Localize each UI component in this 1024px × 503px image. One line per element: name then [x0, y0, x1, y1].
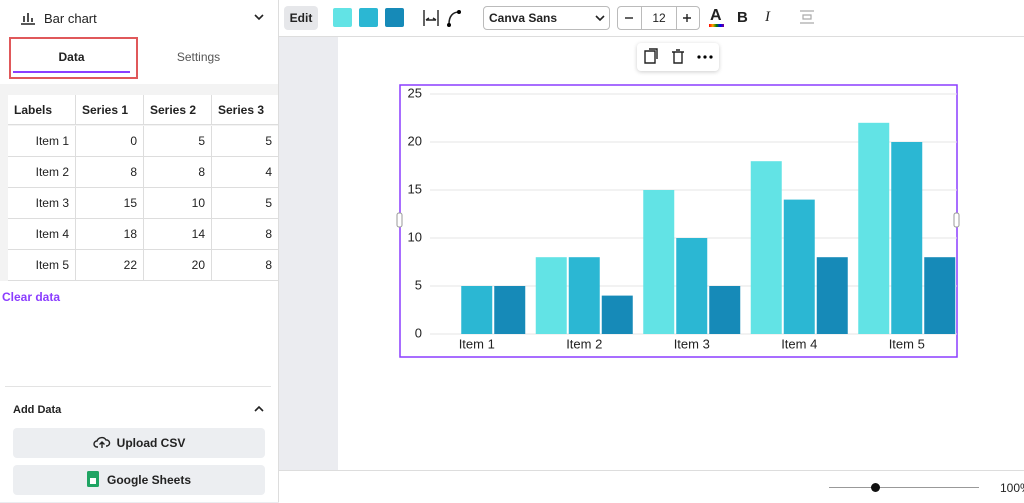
- zoom-level: 100%: [1000, 481, 1024, 495]
- color-swatch[interactable]: [385, 8, 404, 27]
- table-cell: 8: [76, 157, 144, 188]
- y-tick-label: 5: [415, 277, 422, 292]
- table-cell: 8: [212, 250, 279, 281]
- x-tick-label: Item 5: [889, 336, 925, 351]
- font-size: 12: [641, 7, 677, 29]
- y-tick-label: 10: [408, 229, 422, 244]
- plus[interactable]: [682, 13, 692, 23]
- sidebar: Bar chart Data Settings Labels Series 1 Se…: [0, 0, 279, 502]
- icon: [595, 15, 605, 22]
- text-color[interactable]: A: [710, 7, 722, 24]
- dropdown-arrow[interactable]: [253, 12, 265, 22]
- handle[interactable]: [396, 212, 403, 228]
- y-tick-label: 20: [408, 133, 422, 148]
- table-cell: 5: [212, 188, 279, 219]
- font-size-control[interactable]: 12: [617, 6, 700, 30]
- icon: [21, 13, 35, 25]
- upload-csv-button[interactable]: Upload CSV: [13, 428, 265, 458]
- button-label: Upload CSV: [116, 436, 186, 450]
- chart-icon: [20, 11, 36, 28]
- icon: [93, 436, 110, 448]
- y-tick-label: 25: [408, 85, 422, 100]
- table-cell: 10: [144, 188, 212, 219]
- bar: [568, 257, 600, 334]
- bar: [783, 199, 815, 334]
- bar: [891, 142, 923, 334]
- table-header: Series 2: [144, 95, 212, 125]
- y-tick-label: 0: [415, 325, 422, 340]
- align-icon[interactable]: [799, 10, 815, 24]
- table-cell: 8: [144, 157, 212, 188]
- toolbar: Edit Canva Sans 12 A B I: [279, 0, 1024, 37]
- bar: [601, 295, 633, 334]
- color-swatch[interactable]: [333, 8, 352, 27]
- zoom-slider[interactable]: [829, 487, 979, 488]
- clear-data[interactable]: Clear data: [2, 290, 61, 304]
- table-cell: Item 5: [8, 250, 76, 281]
- bar: [924, 257, 956, 334]
- bar: [676, 238, 708, 334]
- table-header: Labels: [8, 95, 76, 125]
- table-cell: Item 3: [8, 188, 76, 219]
- font-name: Canva Sans: [489, 11, 558, 25]
- edit-button[interactable]: Edit: [284, 6, 318, 30]
- bar: [535, 257, 567, 334]
- table-cell: 15: [76, 188, 144, 219]
- handle[interactable]: [953, 212, 960, 228]
- table-header: Series 1: [76, 95, 144, 125]
- x-tick-label: Item 4: [781, 336, 817, 351]
- bar: [816, 257, 848, 334]
- tab[interactable]: Settings: [176, 50, 221, 64]
- tab-underline: [13, 71, 130, 73]
- table-cell: 0: [76, 126, 144, 157]
- table-cell: 14: [144, 219, 212, 250]
- spacing-icons[interactable]: [422, 8, 462, 28]
- element-menu: [637, 43, 719, 71]
- menu-icons[interactable]: [637, 43, 719, 71]
- icon: [86, 471, 99, 487]
- table-cell: 18: [76, 219, 144, 250]
- table-cell: 4: [212, 157, 279, 188]
- collapse-arrow[interactable]: [253, 404, 265, 414]
- bar: [461, 286, 493, 334]
- chart: 0 5 10 15 20 25 Item 1 Item 2 Item 3 Item 4 Item 5: [396, 84, 960, 358]
- bar: [858, 122, 890, 334]
- table-cell: 20: [144, 250, 212, 281]
- minus[interactable]: [624, 13, 634, 23]
- table-cell: Item 1: [8, 126, 76, 157]
- divider: [5, 386, 271, 387]
- table-cell: 5: [144, 126, 212, 157]
- x-tick-label: Item 3: [674, 336, 710, 351]
- google-sheets-button[interactable]: Google Sheets: [13, 465, 265, 495]
- x-tick-label: Item 1: [459, 336, 495, 351]
- tab[interactable]: Data: [58, 50, 85, 64]
- color-swatch[interactable]: [359, 8, 378, 27]
- button-label: Google Sheets: [106, 473, 192, 487]
- bar: [643, 190, 675, 334]
- add-data-title: Add Data: [13, 404, 62, 416]
- bar: [494, 286, 526, 334]
- y-tick-label: 15: [408, 181, 422, 196]
- chart-type[interactable]: Bar chart: [44, 11, 97, 26]
- table-cell: 22: [76, 250, 144, 281]
- table-cell: Item 4: [8, 219, 76, 250]
- bold-button[interactable]: B: [737, 9, 748, 26]
- table-cell: Item 2: [8, 157, 76, 188]
- bar: [750, 161, 782, 334]
- color-bar: [709, 24, 724, 27]
- table-cell: 8: [212, 219, 279, 250]
- table-cell: 5: [212, 126, 279, 157]
- slider-knob[interactable]: [871, 483, 880, 492]
- x-tick-label: Item 2: [566, 336, 602, 351]
- italic-button[interactable]: I: [765, 9, 770, 25]
- table-header: Series 3: [212, 95, 279, 125]
- footer-bar: 100%: [279, 470, 1024, 503]
- highlight-box: [9, 37, 138, 79]
- bar: [709, 286, 741, 334]
- font-select[interactable]: Canva Sans: [483, 6, 610, 30]
